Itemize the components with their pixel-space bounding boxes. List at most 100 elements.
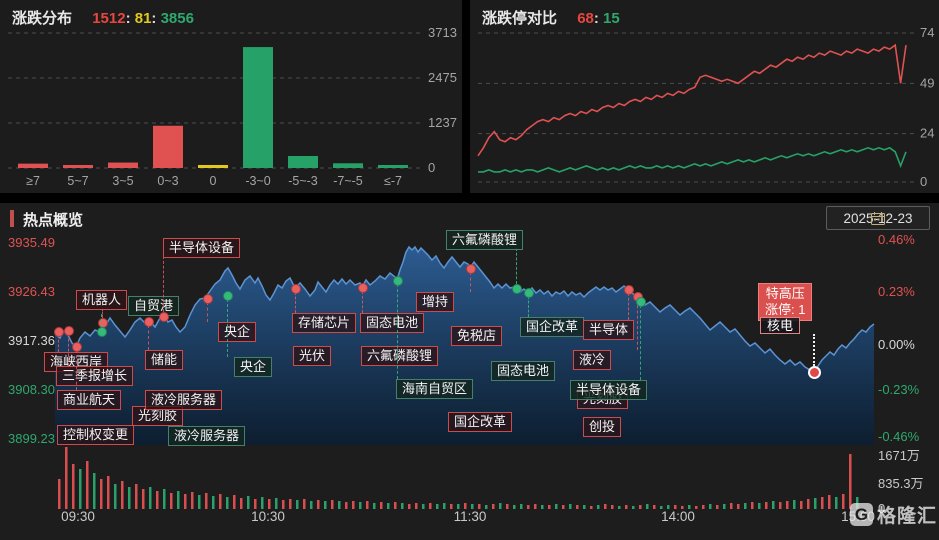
date-picker[interactable]: 2025-12-23 [826, 206, 930, 230]
hotspot-label[interactable]: 创投 [583, 417, 622, 437]
svg-text:-5~-3: -5~-3 [288, 174, 318, 188]
tooltip-limit-count: 涨停: 1 [765, 302, 806, 317]
hotspot-label[interactable]: 储能 [145, 350, 184, 370]
up-count: 1512 [92, 10, 126, 27]
dist-bar--5~-3 [288, 156, 318, 168]
svg-text:24: 24 [920, 126, 934, 141]
annotation-marker-dot [223, 291, 233, 301]
svg-text:74: 74 [920, 26, 934, 40]
svg-text:≥7: ≥7 [26, 174, 40, 188]
hotspot-label[interactable]: 光伏 [293, 346, 332, 366]
svg-text:-3~0: -3~0 [245, 174, 270, 188]
hotspot-label[interactable]: 央企 [234, 357, 273, 377]
hotspot-label[interactable]: 商业航天 [57, 390, 122, 410]
svg-text:0: 0 [920, 174, 927, 189]
dist-bar--7~-5 [333, 163, 363, 168]
svg-text:-7~-5: -7~-5 [333, 174, 363, 188]
hotspot-label[interactable]: 自贸港 [128, 296, 180, 316]
hotspot-label[interactable]: 半导体设备 [163, 238, 241, 258]
annotation-marker-dot [291, 284, 301, 294]
svg-text:3~5: 3~5 [112, 174, 133, 188]
annotation-connector [163, 256, 164, 312]
svg-text:0~3: 0~3 [157, 174, 178, 188]
hotspot-label[interactable]: 液冷 [573, 350, 612, 370]
hotspot-label[interactable]: 半导体 [583, 320, 635, 340]
dist-bar-0 [198, 165, 228, 168]
annotation-connector [148, 325, 149, 350]
annotation-marker-dot [624, 285, 634, 295]
dist-bar-5~7 [63, 165, 93, 168]
watermark-logo-icon: G [850, 503, 873, 526]
panel-limit-compare: 涨跌停对比 68: 15 0 24 49 74 [470, 0, 939, 193]
hotspot-label[interactable]: 国企改革 [448, 412, 513, 432]
annotation-marker-dot [144, 317, 154, 327]
svg-text:49: 49 [920, 75, 934, 90]
annotation-connector [637, 300, 638, 350]
tooltip-sub-label[interactable]: 核电 [760, 317, 801, 334]
svg-text:1237: 1237 [428, 115, 457, 130]
hotspot-label[interactable]: 固态电池 [360, 313, 425, 333]
annotation-connector [362, 291, 363, 313]
hotspot-label[interactable]: 六氟磷酸锂 [446, 230, 524, 250]
annotation-connector [207, 302, 208, 322]
hotspot-label[interactable]: 六氟磷酸锂 [361, 346, 439, 366]
svg-text:≤-7: ≤-7 [384, 174, 402, 188]
dist-bar--3~0 [243, 47, 273, 168]
hotspot-label[interactable]: 控制权变更 [57, 425, 135, 445]
limit-title: 涨跌停对比 [482, 10, 558, 27]
annotation-marker-dot [54, 327, 64, 337]
svg-text:5~7: 5~7 [67, 174, 88, 188]
volume-bar-chart [58, 447, 859, 509]
annotation-connector [516, 248, 517, 284]
annotation-marker-dot [72, 342, 82, 352]
dist-bar-0~3 [153, 125, 183, 168]
calendar-icon [871, 211, 885, 225]
distribution-title: 涨跌分布 [12, 10, 73, 27]
annotation-connector [101, 314, 102, 327]
annotation-marker-dot [636, 297, 646, 307]
hotspot-tooltip[interactable]: 特高压 涨停: 1 [758, 283, 813, 321]
annotation-connector [68, 334, 69, 366]
annotation-marker-dot [358, 283, 368, 293]
limit-series-涨停 [477, 43, 907, 157]
hotspot-label[interactable]: 光刻胶 [132, 406, 184, 426]
annotation-marker-dot [393, 276, 403, 286]
flat-count: 81 [134, 10, 152, 27]
svg-text:0: 0 [428, 160, 435, 175]
hotspot-label[interactable]: 国企改革 [520, 317, 585, 337]
annotation-connector [628, 293, 629, 320]
limit-line-chart: 0 24 49 74 [477, 26, 934, 189]
down-count: 3856 [160, 10, 194, 27]
annotation-marker-dot [159, 312, 169, 322]
hotspot-label[interactable]: 免税店 [451, 326, 503, 346]
dist-bar-3~5 [108, 162, 138, 168]
dist-bar-≤-7 [378, 165, 408, 168]
annotation-marker-dot [512, 284, 522, 294]
annotation-connector [102, 308, 103, 318]
annotation-connector [528, 296, 529, 317]
hotspot-label[interactable]: 三季报增长 [56, 366, 134, 386]
hotspot-label[interactable]: 半导体设备 [570, 380, 648, 400]
hotspot-label[interactable]: 固态电池 [491, 361, 556, 381]
watermark: G 格隆汇 [850, 501, 937, 528]
hotspot-label[interactable]: 存储芯片 [292, 313, 357, 333]
annotation-connector [640, 305, 641, 380]
hotspot-label[interactable]: 机器人 [76, 290, 128, 310]
hotspot-label[interactable]: 增持 [416, 292, 455, 312]
distribution-bar-chart: 0 1237 2475 3713 ≥7 5~7 3~5 0~3 0 -3~0 -5~-3 -7~-5 ≤… [8, 26, 457, 188]
hotspot-label[interactable]: 央企 [218, 322, 257, 342]
limit-series-跌停 [478, 146, 907, 173]
hotspot-title: 热点概览 [23, 212, 84, 229]
annotation-connector [397, 284, 398, 379]
hotspot-label[interactable]: 海南自贸区 [396, 379, 474, 399]
limit-header: 涨跌停对比 68: 15 [482, 10, 620, 27]
hotspot-label[interactable]: 液冷服务器 [168, 426, 246, 446]
section-accent-bar [10, 210, 14, 227]
panel-hotspot-overview: 热点概览 2025-12-23 海峡西岸三季报增长商业航天控制权变更机器人自贸港… [0, 203, 939, 540]
svg-text:0: 0 [210, 174, 217, 188]
dist-bar-≥7 [18, 163, 48, 168]
watermark-text: 格隆汇 [877, 506, 938, 527]
annotation-marker-dot [466, 264, 476, 274]
hotspot-label[interactable]: 液冷服务器 [145, 390, 223, 410]
